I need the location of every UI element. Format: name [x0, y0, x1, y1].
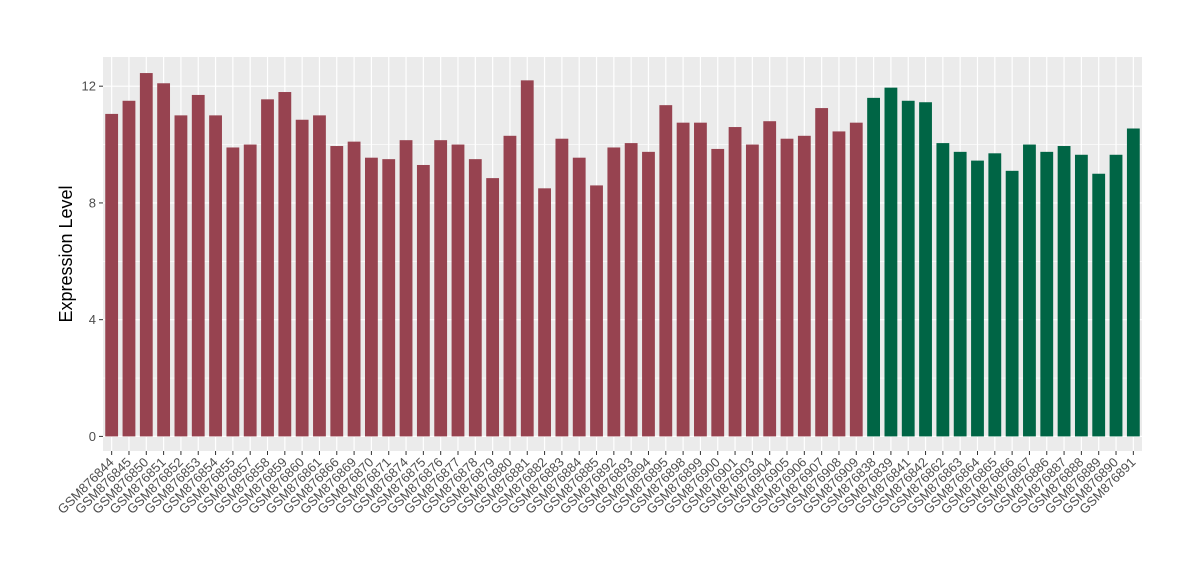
bar-GSM876895 [659, 105, 673, 437]
bar-GSM876875 [416, 164, 430, 437]
bar-GSM876842 [919, 102, 932, 437]
y-axis: 0 4 8 12 [82, 79, 103, 444]
bar-GSM876863 [953, 151, 967, 437]
bar-GSM876864 [971, 160, 984, 437]
bar-GSM876878 [468, 159, 482, 437]
bar-GSM876898 [676, 122, 690, 437]
bar-GSM876854 [209, 115, 222, 437]
bar-GSM876909 [849, 122, 863, 437]
bar-GSM876871 [382, 159, 396, 437]
bar-GSM876890 [1109, 154, 1123, 437]
bar-GSM876884 [572, 157, 586, 437]
bars [105, 73, 1140, 437]
bar-GSM876850 [139, 73, 153, 437]
bar-GSM876901 [728, 127, 742, 437]
bar-GSM876859 [278, 92, 292, 437]
bar-GSM876882 [538, 188, 551, 437]
bar-GSM876855 [226, 147, 240, 437]
bar-GSM876870 [365, 157, 378, 437]
bar-GSM876880 [503, 135, 517, 437]
bar-GSM876885 [590, 185, 603, 437]
bar-GSM876899 [694, 122, 707, 437]
bar-GSM876900 [711, 148, 725, 437]
x-axis: GSM876844GSM876845GSM876850GSM876851GSM8… [55, 451, 1138, 517]
bar-GSM876876 [434, 140, 448, 437]
bar-GSM876889 [1092, 173, 1106, 437]
bar-GSM876903 [745, 144, 759, 437]
bar-GSM876881 [520, 80, 534, 437]
bar-GSM876844 [105, 113, 119, 437]
y-tick-label: 12 [82, 79, 96, 94]
bar-GSM876893 [624, 143, 638, 437]
bar-GSM876841 [901, 100, 915, 437]
bar-GSM876862 [936, 143, 950, 437]
bar-GSM876852 [174, 115, 188, 437]
bar-GSM876866 [1005, 170, 1019, 437]
bar-GSM876877 [451, 144, 465, 437]
plot-panel [103, 57, 1142, 451]
bar-GSM876879 [486, 178, 500, 437]
bar-GSM876838 [867, 97, 880, 437]
bar-GSM876887 [1057, 146, 1071, 437]
bar-GSM876845 [122, 100, 136, 437]
bar-GSM876904 [763, 121, 777, 437]
y-tick-label: 8 [89, 195, 96, 210]
bar-GSM876853 [191, 94, 205, 437]
bar-GSM876892 [607, 147, 621, 437]
bar-GSM876905 [780, 138, 794, 437]
bar-GSM876858 [261, 99, 274, 437]
bar-GSM876851 [157, 83, 171, 437]
bar-GSM876867 [1023, 144, 1036, 437]
bar-GSM876839 [884, 87, 898, 437]
bar-GSM876883 [555, 138, 569, 437]
bar-GSM876874 [399, 140, 413, 437]
y-tick-label: 4 [89, 312, 96, 327]
bar-GSM876908 [832, 131, 846, 437]
bar-GSM876860 [295, 119, 309, 437]
bar-GSM876861 [313, 115, 326, 437]
y-tick-label: 0 [89, 429, 96, 444]
y-axis-title: Expression Level [56, 185, 76, 322]
bar-GSM876907 [815, 108, 829, 437]
bar-GSM876869 [347, 141, 361, 437]
bar-GSM876865 [988, 153, 1002, 437]
bar-GSM876894 [642, 151, 655, 437]
bar-GSM876866 [330, 146, 344, 437]
bar-GSM876906 [797, 135, 811, 437]
bar-GSM876891 [1126, 128, 1140, 437]
bar-GSM876888 [1074, 154, 1088, 437]
bar-GSM876857 [243, 144, 257, 437]
bar-GSM876886 [1040, 151, 1054, 437]
